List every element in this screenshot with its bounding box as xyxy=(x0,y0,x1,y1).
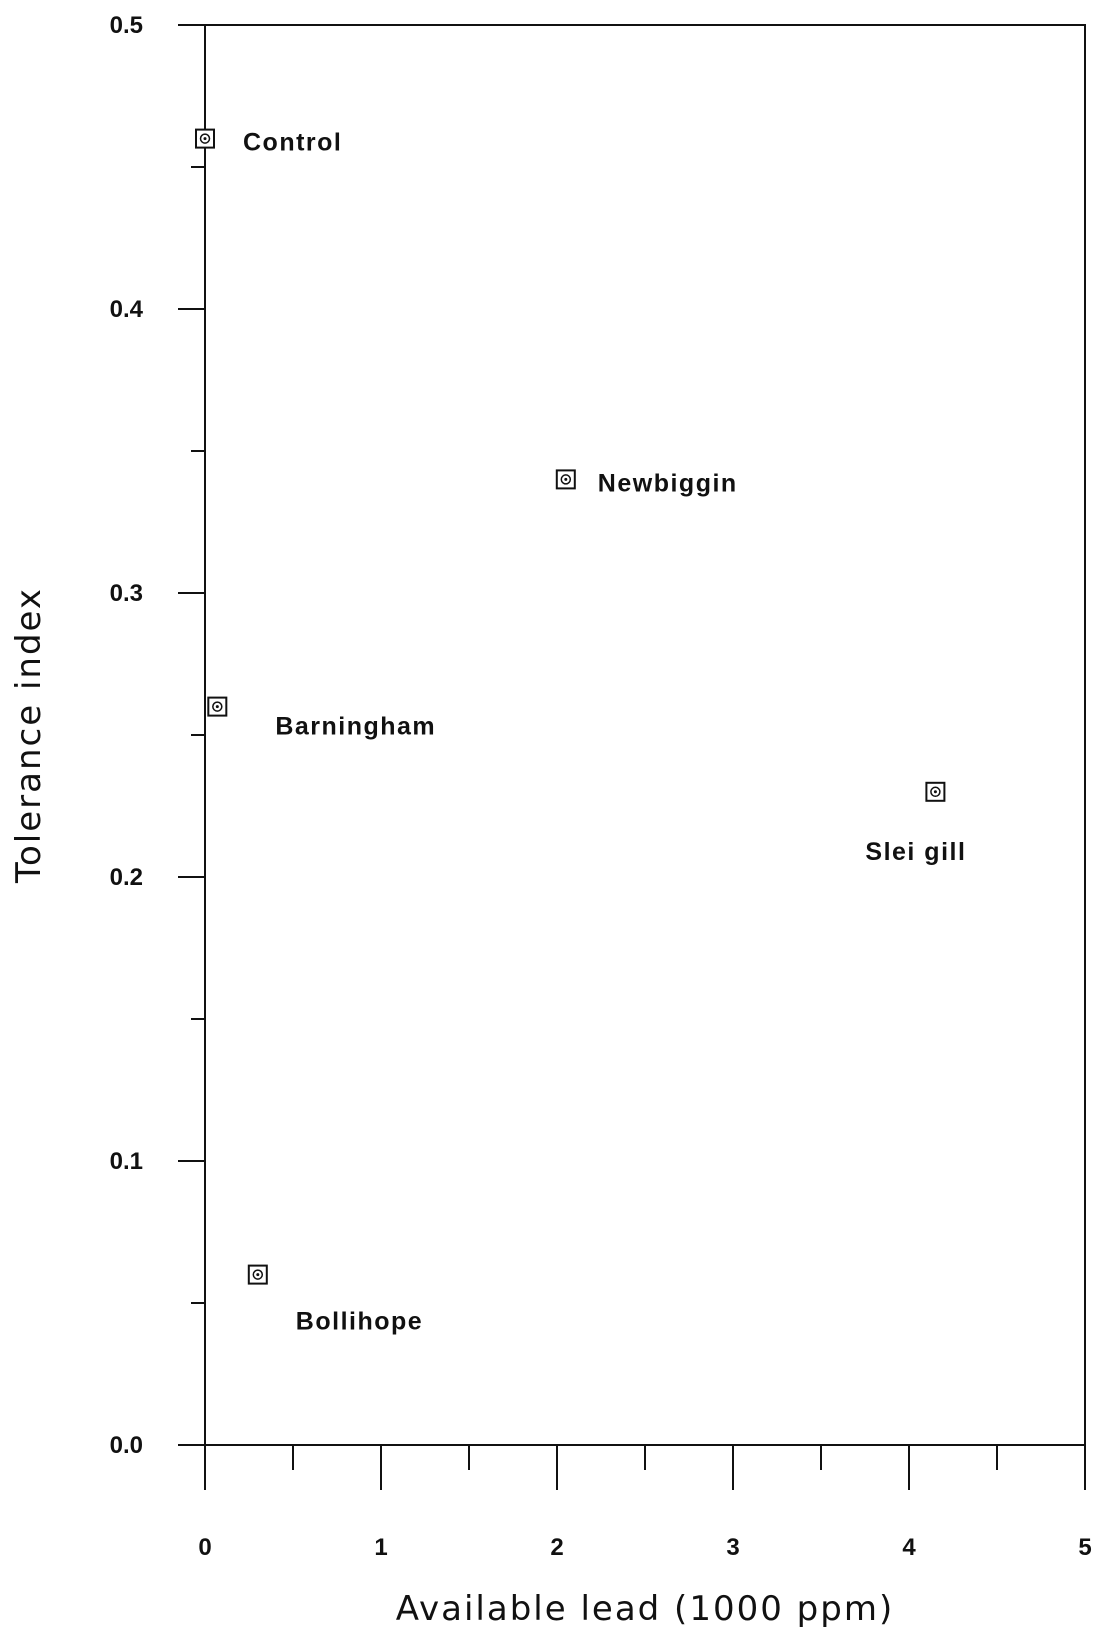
y-tick-label: 0.3 xyxy=(110,580,143,607)
y-tick-label: 0.5 xyxy=(110,12,143,39)
y-axis-ticks: 0.0 0.1 0.2 0.3 0.4 0.5 xyxy=(110,12,205,1459)
y-tick-label: 0.0 xyxy=(110,1432,143,1459)
y-tick-label: 0.4 xyxy=(110,296,144,323)
point-marker-ring xyxy=(199,133,211,144)
point-marker-ring xyxy=(252,1269,264,1280)
y-tick-label: 0.1 xyxy=(110,1148,143,1175)
point-marker-dot xyxy=(933,790,937,794)
point-label: Slei gill xyxy=(865,838,966,866)
x-tick-label: 3 xyxy=(726,1534,739,1561)
x-tick-label: 1 xyxy=(374,1534,387,1561)
data-point: Bollihope xyxy=(247,1264,423,1336)
x-tick-label: 4 xyxy=(902,1534,916,1561)
point-marker-dot xyxy=(215,705,219,709)
point-label: Control xyxy=(243,129,342,157)
point-marker-ring xyxy=(930,786,941,798)
x-axis-ticks: 0 1 2 3 4 5 xyxy=(198,1445,1092,1561)
point-label: Bollihope xyxy=(296,1308,423,1336)
data-point: Control xyxy=(195,128,342,157)
point-label: Newbiggin xyxy=(598,469,738,497)
point-label: Barningham xyxy=(275,713,436,741)
point-marker-ring xyxy=(560,474,572,485)
data-point: Barningham xyxy=(207,696,436,741)
x-axis-title: Available lead (1000 ppm) xyxy=(396,1589,894,1629)
point-marker-dot xyxy=(203,137,207,141)
x-tick-label: 2 xyxy=(550,1534,563,1561)
data-point: Slei gill xyxy=(865,781,966,866)
data-points: Control Newbiggin Barningham Slei gill Bolli… xyxy=(195,128,966,1336)
y-axis-title: Tolerance index xyxy=(9,587,49,884)
y-tick-label: 0.2 xyxy=(110,864,143,891)
point-marker-dot xyxy=(256,1273,260,1277)
x-tick-label: 0 xyxy=(198,1534,211,1561)
point-marker-dot xyxy=(564,477,568,481)
x-tick-label: 5 xyxy=(1078,1534,1091,1561)
data-point: Newbiggin xyxy=(555,469,738,497)
point-marker-ring xyxy=(212,701,223,712)
